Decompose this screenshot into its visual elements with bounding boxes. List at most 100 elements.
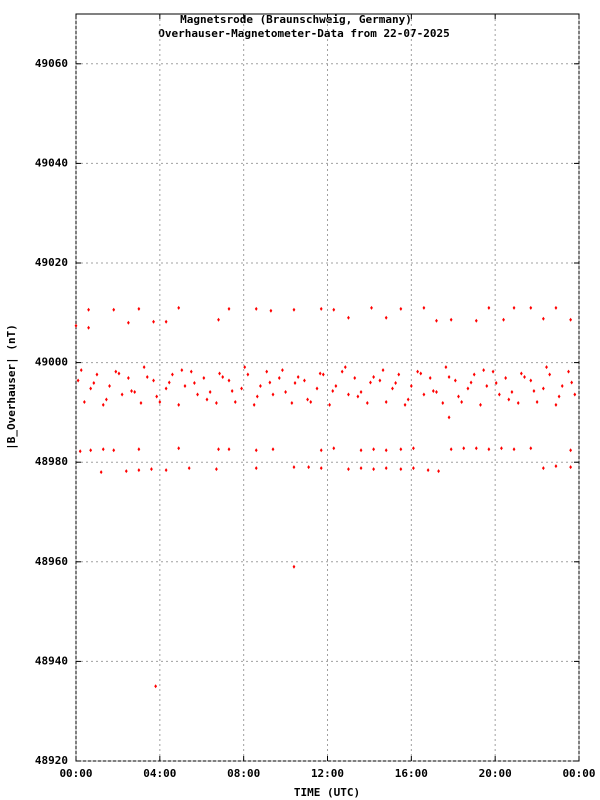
- data-point: [570, 380, 574, 385]
- data-point: [412, 446, 415, 451]
- data-point: [554, 402, 558, 407]
- x-tick-label: 16:00: [395, 767, 428, 780]
- data-point: [171, 372, 174, 377]
- data-point: [117, 371, 121, 376]
- data-point: [152, 378, 155, 383]
- y-tick-label: 48940: [35, 654, 68, 667]
- data-point: [541, 316, 545, 321]
- data-point: [453, 378, 457, 383]
- data-point: [332, 307, 336, 312]
- data-point: [306, 397, 309, 402]
- data-point: [281, 368, 284, 373]
- data-point: [268, 380, 272, 385]
- data-point: [269, 308, 273, 313]
- data-point: [435, 389, 438, 394]
- data-point: [254, 466, 258, 471]
- data-point: [359, 389, 363, 394]
- data-point: [328, 402, 331, 407]
- data-point: [227, 447, 231, 452]
- data-point: [482, 368, 486, 373]
- data-point: [139, 400, 143, 405]
- data-point: [435, 318, 438, 323]
- data-point: [378, 378, 382, 383]
- chart-title: Magnetsrode (Braunschweig, Germany): [180, 13, 412, 26]
- data-point: [409, 384, 413, 389]
- data-point: [87, 307, 90, 312]
- x-tick-label: 00:00: [562, 767, 595, 780]
- data-point: [474, 446, 478, 451]
- data-point: [474, 318, 478, 323]
- data-point: [545, 365, 548, 370]
- data-point: [112, 307, 116, 312]
- data-point: [315, 386, 319, 391]
- data-point: [397, 372, 401, 377]
- x-axis-label: TIME (UTC): [294, 786, 360, 799]
- data-point: [384, 315, 388, 320]
- data-point: [112, 448, 116, 453]
- data-point: [554, 305, 558, 310]
- data-point: [399, 447, 403, 452]
- data-point: [516, 400, 520, 405]
- data-point: [469, 380, 473, 385]
- data-point: [271, 447, 275, 452]
- data-point: [381, 368, 385, 373]
- data-point: [494, 381, 498, 386]
- data-point: [529, 378, 533, 383]
- data-point: [76, 378, 80, 383]
- data-point: [460, 399, 464, 404]
- data-point: [319, 306, 323, 311]
- data-point: [334, 384, 338, 389]
- data-point: [319, 466, 323, 471]
- data-point: [101, 447, 105, 452]
- data-point: [340, 369, 344, 374]
- data-point: [535, 399, 539, 404]
- data-point: [541, 466, 545, 471]
- data-point: [227, 306, 231, 311]
- data-point: [189, 369, 193, 374]
- data-point: [512, 447, 516, 452]
- data-point: [292, 465, 296, 470]
- data-point: [215, 400, 218, 405]
- data-point: [126, 320, 130, 325]
- data-point: [457, 394, 460, 399]
- data-point: [394, 381, 398, 386]
- y-tick-label: 48960: [35, 555, 68, 568]
- data-point: [303, 378, 306, 383]
- x-tick-label: 12:00: [311, 767, 344, 780]
- data-point: [529, 446, 533, 451]
- data-point: [431, 388, 435, 393]
- data-point: [444, 365, 448, 370]
- data-point: [370, 305, 373, 310]
- data-point: [126, 376, 130, 381]
- data-point: [233, 399, 237, 404]
- data-point: [507, 397, 511, 402]
- y-tick-label: 48980: [35, 455, 68, 468]
- data-point: [567, 369, 570, 374]
- data-point: [502, 317, 505, 322]
- data-point: [332, 446, 336, 451]
- data-point: [532, 388, 536, 393]
- data-point: [422, 305, 426, 310]
- y-tick-label: 49000: [35, 356, 68, 369]
- x-tick-label: 20:00: [479, 767, 512, 780]
- data-point: [252, 402, 256, 407]
- data-point: [114, 369, 118, 374]
- data-point: [292, 307, 296, 312]
- data-point: [293, 381, 297, 386]
- data-point: [240, 386, 243, 391]
- data-point: [307, 465, 311, 470]
- data-point: [519, 371, 523, 376]
- data-point: [347, 467, 350, 472]
- plot-frame: [75, 13, 580, 762]
- data-point: [124, 469, 128, 474]
- data-point: [569, 465, 573, 470]
- data-point: [347, 315, 350, 320]
- data-point: [277, 376, 281, 381]
- data-point: [155, 394, 159, 399]
- x-tick-label: 08:00: [227, 767, 260, 780]
- data-point: [466, 386, 470, 391]
- data-point: [359, 466, 363, 471]
- y-axis-label: |B_Overhauser| (nT): [5, 324, 18, 450]
- data-point: [180, 368, 184, 373]
